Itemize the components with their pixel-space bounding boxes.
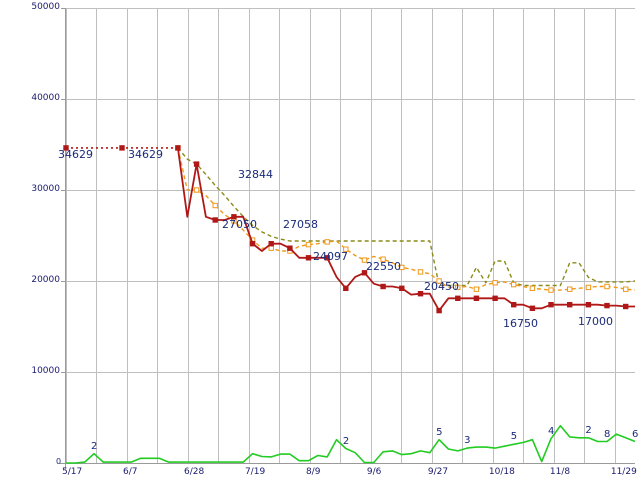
series-marker-price	[473, 295, 480, 302]
volume-annotation: 3	[464, 435, 471, 447]
series-marker-moving-average-short	[305, 241, 312, 248]
series-marker-moving-average-short	[604, 283, 610, 290]
series-marker-moving-average-short	[268, 245, 274, 251]
axis-y-label: 50000	[31, 2, 60, 12]
series-marker-price	[417, 291, 424, 297]
series-marker-price	[436, 307, 442, 314]
series-marker-price	[492, 295, 498, 302]
series-marker-moving-average-short	[567, 286, 573, 292]
series-marker-price	[529, 305, 536, 312]
series-marker-price	[567, 302, 573, 308]
series-marker-moving-average-short	[193, 187, 200, 193]
axis-x-label: 6/28	[183, 467, 205, 477]
series-marker-price	[249, 241, 256, 247]
data-label: 32844	[238, 168, 273, 181]
series-marker-price	[193, 161, 200, 167]
series-marker-moving-average-short	[361, 257, 368, 263]
series-marker-moving-average-short	[324, 239, 330, 245]
axis-x-label: 11/8	[549, 467, 571, 477]
series-line-volume	[66, 424, 636, 464]
data-label: 20450	[424, 280, 459, 293]
series-marker-price	[119, 145, 125, 151]
volume-annotation: 5	[436, 426, 443, 438]
axis-x-label: 9/6	[366, 467, 382, 477]
axis-x-label: 6/7	[122, 467, 138, 477]
series-marker-price	[585, 302, 592, 308]
series-marker-moving-average-short	[212, 202, 218, 209]
axis-y-label: 40000	[31, 93, 60, 103]
axis-y-label: 30000	[31, 184, 60, 194]
data-label: 24097	[313, 250, 348, 263]
series-marker-price	[287, 245, 293, 251]
series-marker-moving-average-short	[623, 286, 629, 292]
series-marker-moving-average-short	[455, 284, 461, 291]
volume-annotation: 4	[548, 425, 555, 437]
series-marker-price	[268, 241, 274, 247]
series-marker-moving-average-short	[492, 280, 498, 286]
axis-x-label: 10/18	[488, 467, 515, 477]
series-marker-moving-average-short	[473, 286, 480, 292]
series-marker-moving-average-short	[436, 278, 442, 284]
series-marker-moving-average-short	[380, 256, 386, 262]
series-marker-price	[455, 295, 461, 302]
axis-x-label: 7/19	[244, 467, 266, 477]
axis-y-label-zero: 0	[56, 457, 62, 466]
data-label: 22550	[366, 260, 401, 273]
data-label: 34629	[128, 148, 163, 161]
series-marker-price	[623, 303, 629, 310]
series-marker-price	[343, 285, 349, 292]
series-marker-price	[212, 217, 218, 223]
volume-annotation: 6	[632, 428, 639, 440]
series-marker-price	[305, 255, 312, 261]
volume-annotation: 5	[510, 431, 518, 443]
data-label: 27058	[283, 218, 318, 231]
series-marker-price	[548, 302, 554, 308]
series-marker-moving-average-short	[343, 246, 349, 252]
series-marker-moving-average-short	[511, 281, 517, 288]
data-label: 17000	[578, 315, 613, 328]
series-marker-price	[175, 145, 181, 151]
axis-y-label: 20000	[31, 275, 60, 285]
volume-annotation: 2	[342, 435, 350, 447]
volume-annotation: 8	[604, 428, 611, 440]
series-marker-moving-average-short	[529, 285, 536, 292]
series-marker-moving-average-short	[548, 287, 554, 293]
data-label: 27050	[222, 218, 257, 231]
data-label: 16750	[503, 317, 538, 330]
series-marker-price	[399, 285, 405, 292]
series-marker-price	[604, 302, 610, 309]
series-marker-price	[63, 145, 69, 151]
series-marker-moving-average-short	[585, 284, 592, 291]
series-marker-price	[361, 270, 368, 276]
data-label: 34629	[58, 148, 93, 161]
series-marker-price	[380, 283, 386, 290]
volume-annotation: 2	[90, 440, 98, 452]
series-marker-price	[324, 255, 330, 261]
volume-annotation: 2	[585, 424, 592, 436]
axis-x-label: 9/27	[427, 467, 449, 477]
series-marker-price	[511, 302, 517, 308]
series-marker-price	[231, 214, 237, 220]
axis-y-label: 10000	[31, 366, 60, 376]
axis-x-label: 5/17	[62, 467, 83, 477]
series-marker-moving-average-short	[399, 264, 405, 271]
axis-x-label: 11/29	[610, 467, 637, 477]
axis-x-label: 8/9	[305, 467, 321, 477]
series-marker-moving-average-short	[417, 269, 424, 275]
series-line-moving-average-short	[177, 147, 636, 291]
